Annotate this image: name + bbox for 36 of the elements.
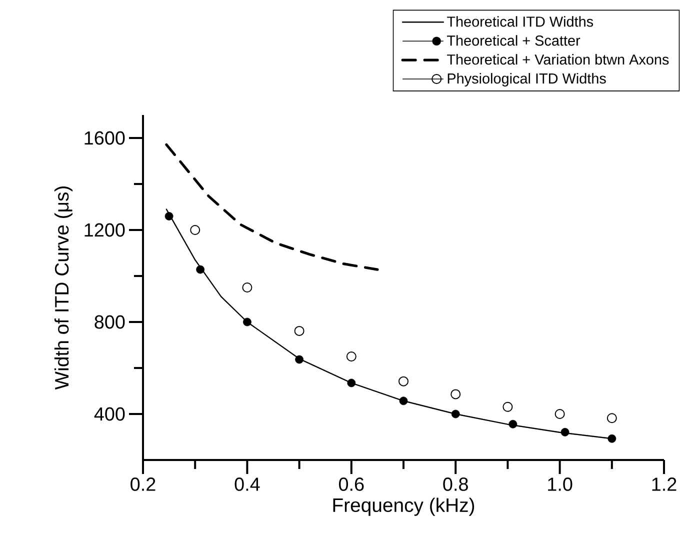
x-tick-label: 0.6 [338,478,364,491]
point [450,389,461,400]
x-tick-label: 0.4 [234,478,260,491]
x-axis-title: Frequency (kHz) [333,498,474,516]
y-tick-label: 1200 [84,223,125,237]
point [346,352,356,362]
point [508,420,518,428]
line-series [165,143,379,271]
point [399,396,408,406]
point [243,318,252,326]
point [502,402,513,412]
legend-label: Theoretical + Scatter [447,35,580,46]
point [196,265,205,274]
x-tick-label: 1.2 [652,478,676,491]
y-tick-label: 1600 [84,131,125,145]
point [190,224,200,235]
y-tick-label: 800 [94,315,125,329]
x-tick-label: 1.0 [548,478,572,491]
point [294,326,304,336]
point [606,413,617,424]
y-axis-title: Width of ITD Curve (μs) [54,186,73,390]
x-tick-label: 0.8 [443,478,468,491]
point [295,355,304,364]
y-tick-label: 400 [94,407,125,421]
point [451,410,460,418]
point [560,428,570,436]
point [164,212,174,220]
point [398,376,409,386]
point [554,409,565,419]
point [608,434,616,443]
point [242,282,252,292]
legend-label: Theoretical ITD Widths [447,16,594,27]
point [347,378,356,388]
legend-label: Theoretical + Variation btwn Axons [447,54,669,65]
legend-label: Physiological ITD Widths [448,73,606,86]
x-tick-label: 0.2 [130,478,156,491]
